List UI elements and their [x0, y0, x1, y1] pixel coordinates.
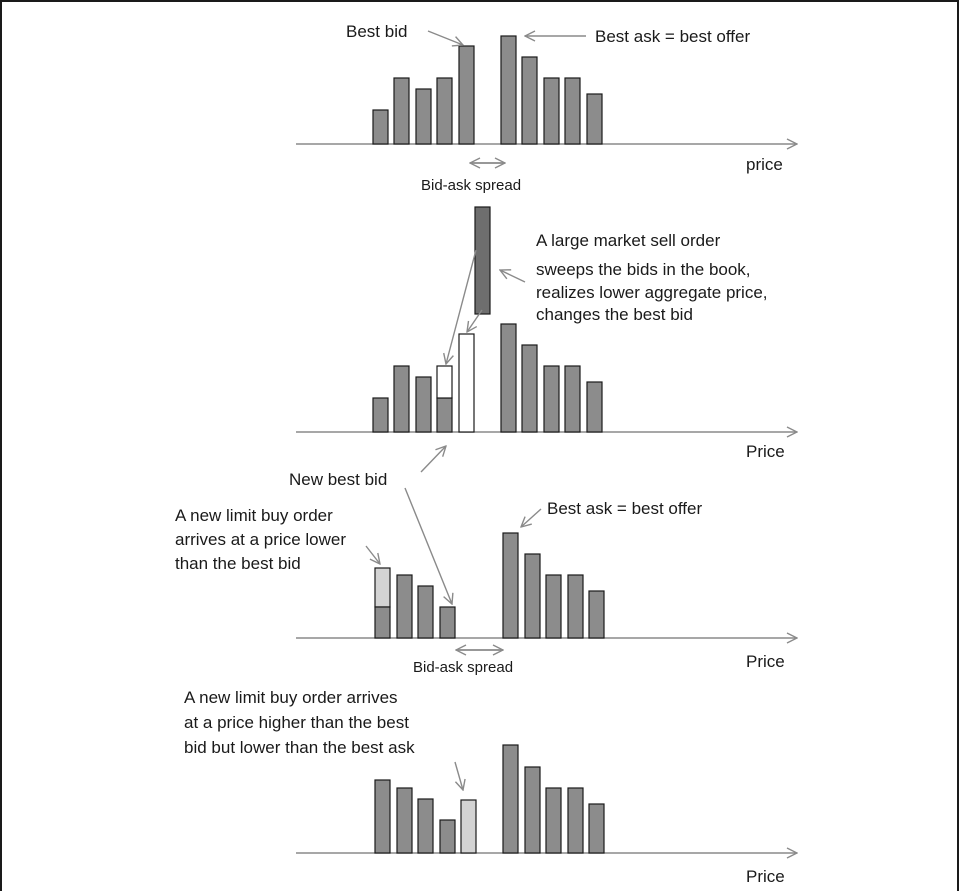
axis-label: Price: [746, 867, 785, 886]
ask-bars: [500, 35, 603, 145]
bid-bars: [372, 45, 475, 145]
bid-bars: [374, 779, 477, 854]
ask-bar: [545, 787, 562, 854]
ask-bar: [567, 787, 584, 854]
svg-text:at a price higher than the bes: at a price higher than the best: [184, 713, 409, 732]
bid-bar: [396, 574, 413, 639]
new-best-bid-label: New best bid: [289, 470, 387, 489]
ask-bars: [502, 744, 605, 854]
best-bid-label: Best bid: [346, 22, 407, 41]
ask-bar: [588, 590, 605, 639]
limit-buy-arrow: [365, 545, 380, 564]
bid-bar: [436, 77, 453, 145]
svg-text:sweeps the bids in the book,: sweeps the bids in the book,: [536, 260, 751, 279]
new-best-bid-arrow-up: [420, 446, 446, 473]
panel-limit-buy-lower: New best bid A new limit buy order arriv…: [175, 446, 797, 676]
ask-bar: [524, 553, 541, 639]
market-sell-order-bar: [474, 206, 491, 315]
ask-bars: [502, 532, 605, 639]
axis-label: Price: [746, 652, 785, 671]
note-arrow: [500, 270, 526, 283]
ask-bar: [500, 323, 517, 433]
ask-bar: [586, 381, 603, 433]
best-ask-label: Best ask = best offer: [547, 499, 702, 518]
svg-text:changes the best bid: changes the best bid: [536, 305, 693, 324]
market-sell-note: A large market sell order sweeps the bid…: [536, 231, 768, 324]
ask-bar: [564, 77, 581, 145]
ask-bar: [567, 574, 584, 639]
best-ask-bar: [500, 35, 517, 145]
ask-bar: [524, 766, 541, 854]
axis-label: price: [746, 155, 783, 174]
best-ask-label: Best ask = best offer: [595, 27, 750, 46]
ask-bar: [564, 365, 581, 433]
bid-bar: [393, 365, 410, 433]
axis-label: Price: [746, 442, 785, 461]
bid-bars: [372, 333, 475, 433]
svg-text:than the best bid: than the best bid: [175, 554, 301, 573]
best-ask-bar: [502, 744, 519, 854]
bid-bar: [374, 779, 391, 854]
best-ask-arrow: [521, 508, 542, 527]
new-limit-buy-order: [460, 799, 477, 854]
removed-volume: [436, 365, 453, 399]
best-bid-bar: [439, 606, 456, 639]
panel-initial-book: Best bid Best ask = best offer price Bid…: [296, 22, 797, 194]
ask-bars: [500, 323, 603, 433]
new-limit-buy-order: [374, 567, 391, 608]
svg-text:bid but lower than the best as: bid but lower than the best ask: [184, 738, 415, 757]
best-bid-arrow: [427, 30, 463, 45]
spread-label: Bid-ask spread: [413, 659, 513, 676]
ask-bar: [545, 574, 562, 639]
ask-bar: [543, 77, 560, 145]
svg-text:A large market sell order: A large market sell order: [536, 231, 721, 250]
ask-bar: [586, 93, 603, 145]
bid-bar: [372, 109, 389, 145]
bid-bar: [417, 798, 434, 854]
bid-bar: [439, 819, 456, 854]
bid-bar: [393, 77, 410, 145]
bid-bars: [374, 567, 456, 639]
sweep-arrow: [467, 309, 483, 332]
panel-limit-buy-inside-spread: A new limit buy order arrives at a price…: [184, 688, 797, 886]
bid-bar: [374, 606, 391, 639]
svg-text:A new limit buy order arrives: A new limit buy order arrives: [184, 688, 398, 707]
removed-best-bid: [458, 333, 475, 433]
ask-bar: [543, 365, 560, 433]
best-bid-bar: [458, 45, 475, 145]
inside-spread-note: A new limit buy order arrives at a price…: [184, 688, 415, 757]
bid-bar: [415, 376, 432, 433]
limit-buy-note: A new limit buy order arrives at a price…: [175, 506, 346, 573]
sweep-arrow: [446, 249, 477, 364]
inside-spread-arrow: [454, 761, 463, 790]
svg-text:realizes lower aggregate price: realizes lower aggregate price,: [536, 283, 768, 302]
bid-bar: [415, 88, 432, 145]
svg-text:A new limit buy order: A new limit buy order: [175, 506, 333, 525]
bid-bar: [417, 585, 434, 639]
partially-filled-bid-bar: [436, 397, 453, 433]
ask-bar: [521, 344, 538, 433]
ask-bar: [521, 56, 538, 145]
bid-bar: [372, 397, 389, 433]
panel-market-sell-order: A large market sell order sweeps the bid…: [296, 206, 797, 461]
ask-bar: [588, 803, 605, 854]
bid-bar: [396, 787, 413, 854]
new-best-bid-arrow-down: [404, 487, 452, 604]
best-ask-bar: [502, 532, 519, 639]
svg-text:arrives at a price lower: arrives at a price lower: [175, 530, 346, 549]
spread-label: Bid-ask spread: [421, 177, 521, 194]
